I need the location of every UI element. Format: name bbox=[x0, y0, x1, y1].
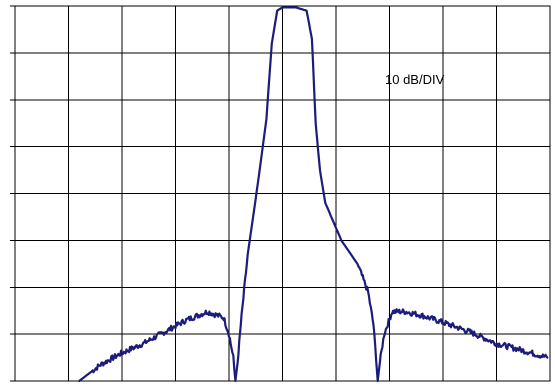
plot-frame bbox=[14, 5, 551, 382]
y-ticks bbox=[10, 5, 15, 382]
series-line bbox=[78, 6, 549, 383]
grid bbox=[15, 6, 550, 381]
scale-annotation: 10 dB/DIV bbox=[385, 72, 445, 87]
